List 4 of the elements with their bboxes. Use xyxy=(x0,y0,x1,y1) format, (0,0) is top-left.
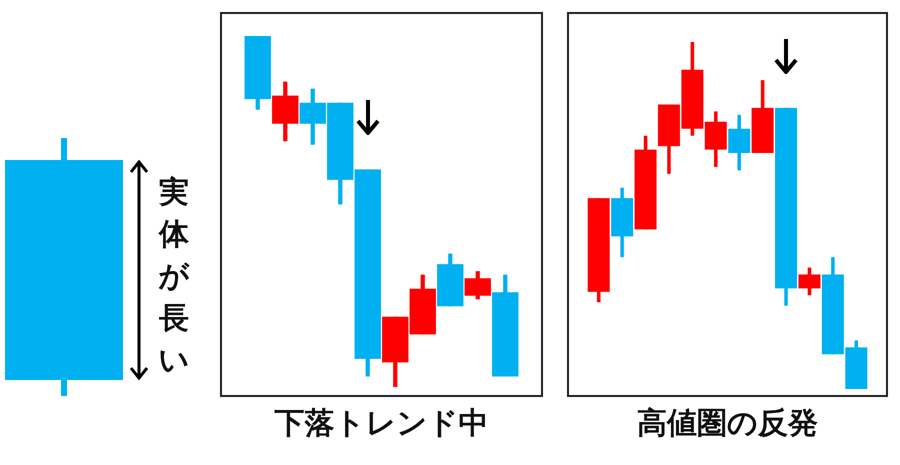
text: 実体が長い xyxy=(157,174,190,380)
text: 高値圏の反発 xyxy=(636,405,819,443)
text: 下落トレンド中 xyxy=(274,405,490,443)
candlestick xyxy=(798,268,820,296)
